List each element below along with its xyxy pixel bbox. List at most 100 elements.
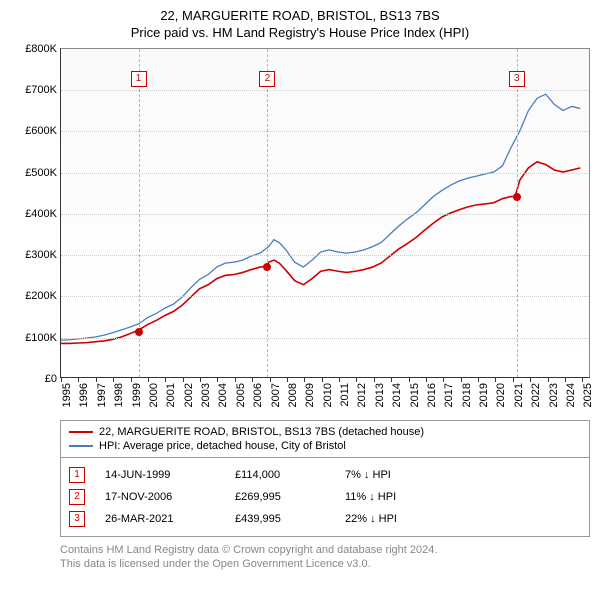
y-axis-tick-label: £400K (25, 208, 61, 220)
legend-event-delta: 7% ↓ HPI (345, 469, 581, 481)
y-axis-tick-label: £300K (25, 249, 61, 261)
chart-container: 22, MARGUERITE ROAD, BRISTOL, BS13 7BS P… (0, 0, 600, 579)
x-axis-tick-label: 2011 (339, 383, 351, 407)
x-axis-tick (304, 377, 305, 382)
y-axis-tick-label: £800K (25, 43, 61, 55)
x-axis-tick (252, 377, 253, 382)
legend-event-date: 14-JUN-1999 (105, 469, 235, 481)
y-axis-tick-label: £500K (25, 167, 61, 179)
event-dot (135, 328, 143, 336)
x-axis-tick-label: 2012 (356, 383, 368, 407)
x-axis-tick (478, 377, 479, 382)
y-axis-tick-label: £200K (25, 290, 61, 302)
legend-event-row: 1 14-JUN-1999£114,0007% ↓ HPI (69, 464, 581, 486)
legend-event-date: 26-MAR-2021 (105, 513, 235, 525)
y-gridline (61, 131, 589, 132)
x-axis-tick (322, 377, 323, 382)
x-axis-tick (287, 377, 288, 382)
x-axis-tick (148, 377, 149, 382)
x-axis-tick-label: 1997 (96, 383, 108, 407)
event-marker-line (517, 49, 518, 377)
x-axis-tick-label: 2023 (548, 383, 560, 407)
x-axis-tick-label: 2000 (148, 383, 160, 407)
event-badge: 1 (131, 71, 147, 87)
y-axis-tick-label: £700K (25, 84, 61, 96)
x-axis-tick (356, 377, 357, 382)
legend-box: 22, MARGUERITE ROAD, BRISTOL, BS13 7BS (… (60, 420, 590, 537)
x-axis-tick (183, 377, 184, 382)
footer-line2: This data is licensed under the Open Gov… (60, 557, 590, 571)
x-axis-tick-label: 2022 (530, 383, 542, 407)
x-axis-tick-label: 2017 (443, 383, 455, 407)
x-axis-tick-label: 2015 (409, 383, 421, 407)
x-axis-tick (339, 377, 340, 382)
x-axis-tick-label: 2002 (183, 383, 195, 407)
legend-swatch-hpi (69, 445, 93, 447)
x-axis-tick (270, 377, 271, 382)
legend-events-table: 1 14-JUN-1999£114,0007% ↓ HPI 2 17-NOV-2006… (61, 458, 589, 536)
x-axis-tick (565, 377, 566, 382)
x-axis-tick-label: 2008 (287, 383, 299, 407)
x-axis-tick-label: 2010 (322, 383, 334, 407)
x-axis-tick-label: 2020 (495, 383, 507, 407)
footer-line1: Contains HM Land Registry data © Crown c… (60, 543, 590, 557)
legend-event-row: 3 26-MAR-2021£439,99522% ↓ HPI (69, 508, 581, 530)
x-axis-tick (96, 377, 97, 382)
x-axis-tick (200, 377, 201, 382)
x-axis-tick (61, 377, 62, 382)
y-axis-tick-label: £100K (25, 332, 61, 344)
legend-event-badge: 1 (69, 467, 85, 483)
legend-row-hpi: HPI: Average price, detached house, City… (69, 439, 581, 453)
footer-attribution: Contains HM Land Registry data © Crown c… (60, 543, 590, 572)
y-gridline (61, 296, 589, 297)
event-badge: 2 (259, 71, 275, 87)
x-axis-tick (530, 377, 531, 382)
x-axis-tick-label: 1995 (61, 383, 73, 407)
x-axis-tick (78, 377, 79, 382)
x-axis-tick-label: 2003 (200, 383, 212, 407)
legend-event-price: £269,995 (235, 491, 345, 503)
y-axis-tick-label: £0 (45, 373, 61, 385)
x-axis-tick (391, 377, 392, 382)
y-gridline (61, 90, 589, 91)
x-axis-tick (513, 377, 514, 382)
x-axis-tick (461, 377, 462, 382)
x-axis-tick-label: 2005 (235, 383, 247, 407)
legend-event-row: 2 17-NOV-2006£269,99511% ↓ HPI (69, 486, 581, 508)
y-gridline (61, 338, 589, 339)
x-axis-tick (548, 377, 549, 382)
x-axis-tick-label: 2018 (461, 383, 473, 407)
x-axis-tick-label: 2025 (582, 383, 594, 407)
legend-row-price-paid: 22, MARGUERITE ROAD, BRISTOL, BS13 7BS (… (69, 425, 581, 439)
x-axis-tick (409, 377, 410, 382)
x-axis-tick (374, 377, 375, 382)
x-axis-tick (582, 377, 583, 382)
event-badge: 3 (509, 71, 525, 87)
x-axis-tick (113, 377, 114, 382)
x-axis-tick-label: 2001 (165, 383, 177, 407)
y-gridline (61, 214, 589, 215)
chart-title-line2: Price paid vs. HM Land Registry's House … (10, 25, 590, 42)
chart-title-line1: 22, MARGUERITE ROAD, BRISTOL, BS13 7BS (10, 8, 590, 25)
legend-event-price: £439,995 (235, 513, 345, 525)
x-axis-tick-label: 2013 (374, 383, 386, 407)
y-gridline (61, 173, 589, 174)
x-axis-tick (217, 377, 218, 382)
legend-event-date: 17-NOV-2006 (105, 491, 235, 503)
x-axis-tick-label: 2014 (391, 383, 403, 407)
legend-event-price: £114,000 (235, 469, 345, 481)
y-gridline (61, 255, 589, 256)
legend-event-badge: 2 (69, 489, 85, 505)
x-axis-tick (235, 377, 236, 382)
chart-plot-area: £0£100K£200K£300K£400K£500K£600K£700K£80… (60, 48, 590, 378)
x-axis-tick-label: 2016 (426, 383, 438, 407)
legend-label-price-paid: 22, MARGUERITE ROAD, BRISTOL, BS13 7BS (… (99, 426, 424, 438)
legend-event-delta: 11% ↓ HPI (345, 491, 581, 503)
legend-event-delta: 22% ↓ HPI (345, 513, 581, 525)
x-axis-tick-label: 2024 (565, 383, 577, 407)
x-axis-tick (443, 377, 444, 382)
x-axis-tick-label: 2009 (304, 383, 316, 407)
legend-event-badge: 3 (69, 511, 85, 527)
event-dot (513, 193, 521, 201)
x-axis-tick-label: 2004 (217, 383, 229, 407)
